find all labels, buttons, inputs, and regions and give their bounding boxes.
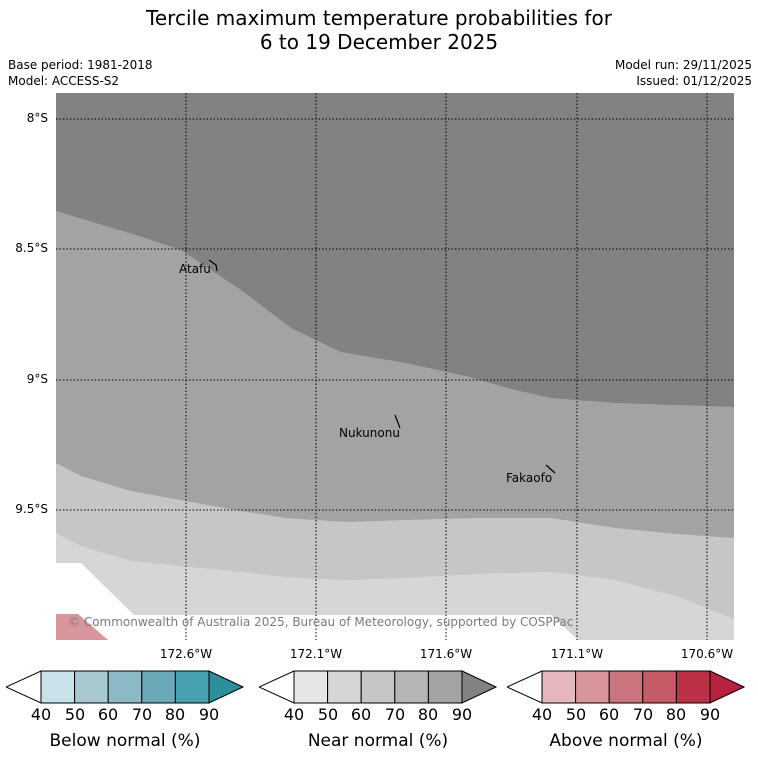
colorbar-above-segment: [642, 670, 677, 704]
lon-label-172-6w: 172.6°W: [159, 647, 213, 661]
lon-label-171-6w: 171.6°W: [419, 647, 473, 661]
meta-left: Base period: 1981-2018 Model: ACCESS-S2: [8, 57, 153, 89]
colorbar-near-segment: [327, 670, 362, 704]
probability-map: [56, 93, 734, 640]
colorbar-near-extend-low: [259, 670, 295, 704]
place-label-nukunonu: Nukunonu: [339, 426, 400, 440]
colorbar-below-segment: [40, 670, 76, 704]
colorbar-below-extend-high: [208, 670, 244, 704]
above-tick-40: 40: [531, 705, 553, 724]
below-tick-50: 50: [64, 705, 86, 724]
lon-label-172-1w: 172.1°W: [289, 647, 343, 661]
lon-label-170-6w: 170.6°W: [680, 647, 734, 661]
near-tick-90: 90: [451, 705, 473, 724]
lon-label-171-1w: 171.1°W: [550, 647, 604, 661]
meta-right: Model run: 29/11/2025 Issued: 01/12/2025: [615, 57, 752, 89]
near-tick-80: 80: [417, 705, 439, 724]
map-title: Tercile maximum temperature probabilitie…: [0, 6, 758, 54]
place-label-fakaofo: Fakaofo: [506, 471, 553, 485]
colorbar-below-normal: [6, 670, 244, 704]
base-period: Base period: 1981-2018: [8, 58, 153, 72]
lat-label-8-5s: 8.5°S: [15, 241, 48, 255]
colorbar-near-segment: [360, 670, 396, 704]
issued-date: Issued: 01/12/2025: [636, 74, 752, 88]
colorbar-above-segments: [541, 670, 711, 704]
place-label-atafu: Atafu: [179, 262, 211, 276]
colorbar-above-segment: [541, 670, 577, 704]
colorbar-near-normal: [259, 670, 497, 704]
colorbar-below-label: Below normal (%): [49, 731, 201, 751]
zone-no-data: [56, 563, 578, 640]
colorbar-below-segment: [141, 670, 176, 704]
colorbar-near-segments: [293, 670, 463, 704]
above-tick-70: 70: [632, 705, 654, 724]
colorbar-below-segment: [174, 670, 210, 704]
above-tick-60: 60: [598, 705, 620, 724]
colorbar-below-segments: [40, 670, 210, 704]
colorbar-near-label: Near normal (%): [307, 731, 449, 751]
lat-label-9-5s: 9.5°S: [15, 502, 48, 516]
colorbar-below-segment: [107, 670, 143, 704]
near-tick-40: 40: [283, 705, 305, 724]
lat-label-9s: 9°S: [26, 372, 48, 386]
below-tick-70: 70: [131, 705, 153, 724]
colorbar-above-segment: [608, 670, 644, 704]
copyright-notice: © Commonwealth of Australia 2025, Bureau…: [68, 615, 574, 629]
lat-label-8s: 8°S: [26, 111, 48, 125]
near-tick-60: 60: [350, 705, 372, 724]
model-run: Model run: 29/11/2025: [614, 58, 752, 72]
colorbar-above-extend-low: [507, 670, 543, 704]
below-tick-40: 40: [30, 705, 52, 724]
colorbar-near-segment: [394, 670, 429, 704]
colorbar-above-extend-high: [709, 670, 745, 704]
atoll-nukunonu: [394, 414, 401, 429]
colorbar-above-segment: [575, 670, 610, 704]
title-line-1: Tercile maximum temperature probabilitie…: [146, 6, 612, 30]
colorbar-above-normal: [507, 670, 745, 704]
near-tick-70: 70: [384, 705, 406, 724]
below-tick-90: 90: [198, 705, 220, 724]
graticule: [56, 93, 734, 640]
colorbar-below-segment: [74, 670, 109, 704]
atoll-atafu: [208, 259, 218, 272]
below-tick-80: 80: [164, 705, 186, 724]
below-tick-60: 60: [97, 705, 119, 724]
colorbar-above-segment: [675, 670, 711, 704]
title-line-2: 6 to 19 December 2025: [259, 30, 499, 54]
model-name: Model: ACCESS-S2: [8, 74, 120, 88]
colorbar-below-extend-low: [6, 670, 42, 704]
above-tick-90: 90: [699, 705, 721, 724]
atolls: [208, 259, 556, 474]
zone-above-60: [56, 614, 108, 640]
colorbar-above-label: Above normal (%): [549, 731, 703, 751]
near-tick-50: 50: [317, 705, 339, 724]
colorbar-near-segment: [427, 670, 463, 704]
above-tick-50: 50: [565, 705, 587, 724]
above-tick-80: 80: [665, 705, 687, 724]
zone-near-60: [56, 533, 734, 640]
atoll-fakaofo: [545, 464, 556, 474]
colorbar-near-segment: [293, 670, 329, 704]
colorbar-near-extend-high: [461, 670, 497, 704]
